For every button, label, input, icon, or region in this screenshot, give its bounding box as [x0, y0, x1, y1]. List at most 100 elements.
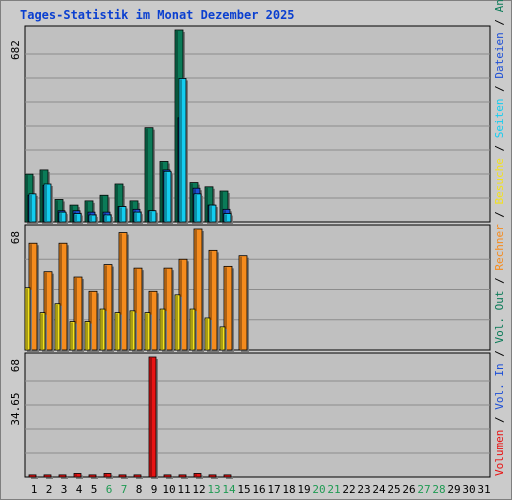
bar-seiten-6 [103, 214, 113, 224]
x-tick-label-8: 8 [136, 483, 143, 496]
bar-rechner-12-body [193, 228, 203, 351]
bar-volumen-6-body [103, 473, 112, 478]
bar-seiten-13-edge [210, 206, 212, 221]
bar-volumen-9 [148, 356, 158, 479]
bar-rechner-14-body [223, 265, 233, 351]
x-tick-label-6: 6 [106, 483, 113, 496]
x-tick-label-13: 13 [207, 483, 220, 496]
bar-rechner-3-edge [60, 244, 62, 349]
bar-rechner-8-edge [135, 269, 137, 349]
bar-besuche-7 [114, 312, 122, 352]
x-tick-label-14: 14 [222, 483, 236, 496]
y-max-label-visits: 68 [9, 231, 22, 244]
bar-anfragen-3-edge [56, 200, 58, 221]
bar-rechner-13-body [208, 249, 218, 351]
right-legend: Volumen / Vol. In / Vol. Out / Rechner /… [493, 0, 506, 476]
bar-seiten-7-edge [120, 207, 122, 221]
bar-rechner-12-edge [195, 230, 197, 349]
bar-rechner-7-edge [120, 233, 122, 349]
panel-volume: 68 34.65 [9, 352, 491, 479]
x-tick-label-21: 21 [327, 483, 340, 496]
x-tick-label-26: 26 [402, 483, 415, 496]
bar-volumen-13 [208, 474, 218, 479]
bar-volumen-10 [163, 474, 173, 479]
bar-volumen-4-body [73, 473, 82, 478]
bar-rechner-14-edge [225, 267, 227, 349]
bar-anfragen-10-edge [161, 162, 163, 221]
bar-anfragen-8-edge [131, 201, 133, 221]
bar-volumen-10-shadow [166, 476, 173, 479]
bar-rechner-5 [88, 290, 99, 352]
bar-seiten-8-edge [135, 213, 137, 221]
bar-volumen-2-body [43, 474, 52, 478]
bar-seiten-10-body [163, 170, 172, 223]
bar-rechner-6-edge [105, 265, 107, 349]
bar-besuche-11-edge [176, 295, 178, 349]
bar-anfragen-4-edge [71, 206, 73, 221]
bar-rechner-14 [223, 265, 234, 352]
bar-volumen-7 [118, 474, 128, 479]
bar-volumen-11-shadow [181, 476, 188, 479]
x-tick-label-1: 1 [31, 483, 38, 496]
bar-seiten-12-body [193, 193, 202, 223]
bar-seiten-6-edge [105, 215, 107, 221]
bar-rechner-5-body [88, 290, 98, 351]
bar-volumen-8 [133, 474, 143, 479]
bar-volumen-14-shadow [226, 476, 233, 479]
x-tick-label-4: 4 [76, 483, 83, 496]
bar-rechner-8-body [133, 267, 143, 351]
bar-volumen-13-shadow [211, 476, 218, 479]
bar-seiten-13 [208, 204, 218, 224]
legend-seiten: Seiten [493, 98, 506, 138]
bar-rechner-2-edge [45, 272, 47, 349]
x-tick-label-3: 3 [61, 483, 68, 496]
legend-separator: / [493, 271, 506, 291]
x-tick-label-7: 7 [121, 483, 128, 496]
bar-seiten-10-edge [165, 172, 167, 221]
bar-volumen-14-body [223, 474, 232, 478]
bar-rechner-2 [43, 271, 54, 352]
bar-besuche-12 [189, 308, 197, 352]
x-tick-label-16: 16 [252, 483, 265, 496]
x-tick-label-10: 10 [162, 483, 175, 496]
bar-anfragen-7-edge [116, 184, 118, 221]
x-tick-label-30: 30 [462, 483, 475, 496]
bar-seiten-5-body [88, 214, 97, 223]
bar-anfragen-14-edge [221, 192, 223, 221]
bar-seiten-5 [88, 214, 98, 224]
bar-besuche-2 [39, 312, 47, 352]
bar-seiten-13-body [208, 204, 217, 223]
bar-besuche-13-edge [206, 318, 208, 349]
x-tick-label-25: 25 [387, 483, 400, 496]
bar-seiten-14-body [223, 213, 232, 223]
bar-seiten-7 [118, 206, 128, 224]
x-tick-label-9: 9 [151, 483, 158, 496]
bar-anfragen-11-edge [176, 31, 178, 221]
bar-rechner-6-body [103, 264, 113, 351]
bar-rechner-6 [103, 264, 114, 352]
bar-volumen-3-body [58, 474, 67, 478]
bar-anfragen-9-edge [146, 128, 148, 221]
bar-seiten-2 [43, 183, 53, 224]
bar-seiten-11 [178, 78, 188, 224]
bar-seiten-4-body [73, 213, 82, 223]
bar-volumen-4 [73, 473, 83, 479]
legend-separator: / [493, 138, 506, 158]
bar-besuche-4 [69, 321, 77, 352]
bar-volumen-7-body [118, 474, 127, 478]
x-tick-label-5: 5 [91, 483, 98, 496]
bar-anfragen-13-edge [206, 187, 208, 221]
panel-volume-background [24, 352, 491, 478]
bar-rechner-15 [238, 255, 249, 352]
legend-separator: / [493, 410, 506, 430]
bar-seiten-3-body [58, 211, 67, 223]
legend-vol_in: Vol. In [493, 363, 506, 409]
bar-volumen-6-edge [105, 474, 107, 476]
bar-seiten-9 [148, 210, 158, 224]
bar-rechner-7 [118, 232, 129, 352]
bar-seiten-9-edge [150, 211, 152, 221]
bar-volumen-2-shadow [46, 476, 53, 479]
x-tick-label-27: 27 [417, 483, 430, 496]
bar-besuche-11 [174, 294, 182, 352]
bar-rechner-8 [133, 267, 144, 352]
